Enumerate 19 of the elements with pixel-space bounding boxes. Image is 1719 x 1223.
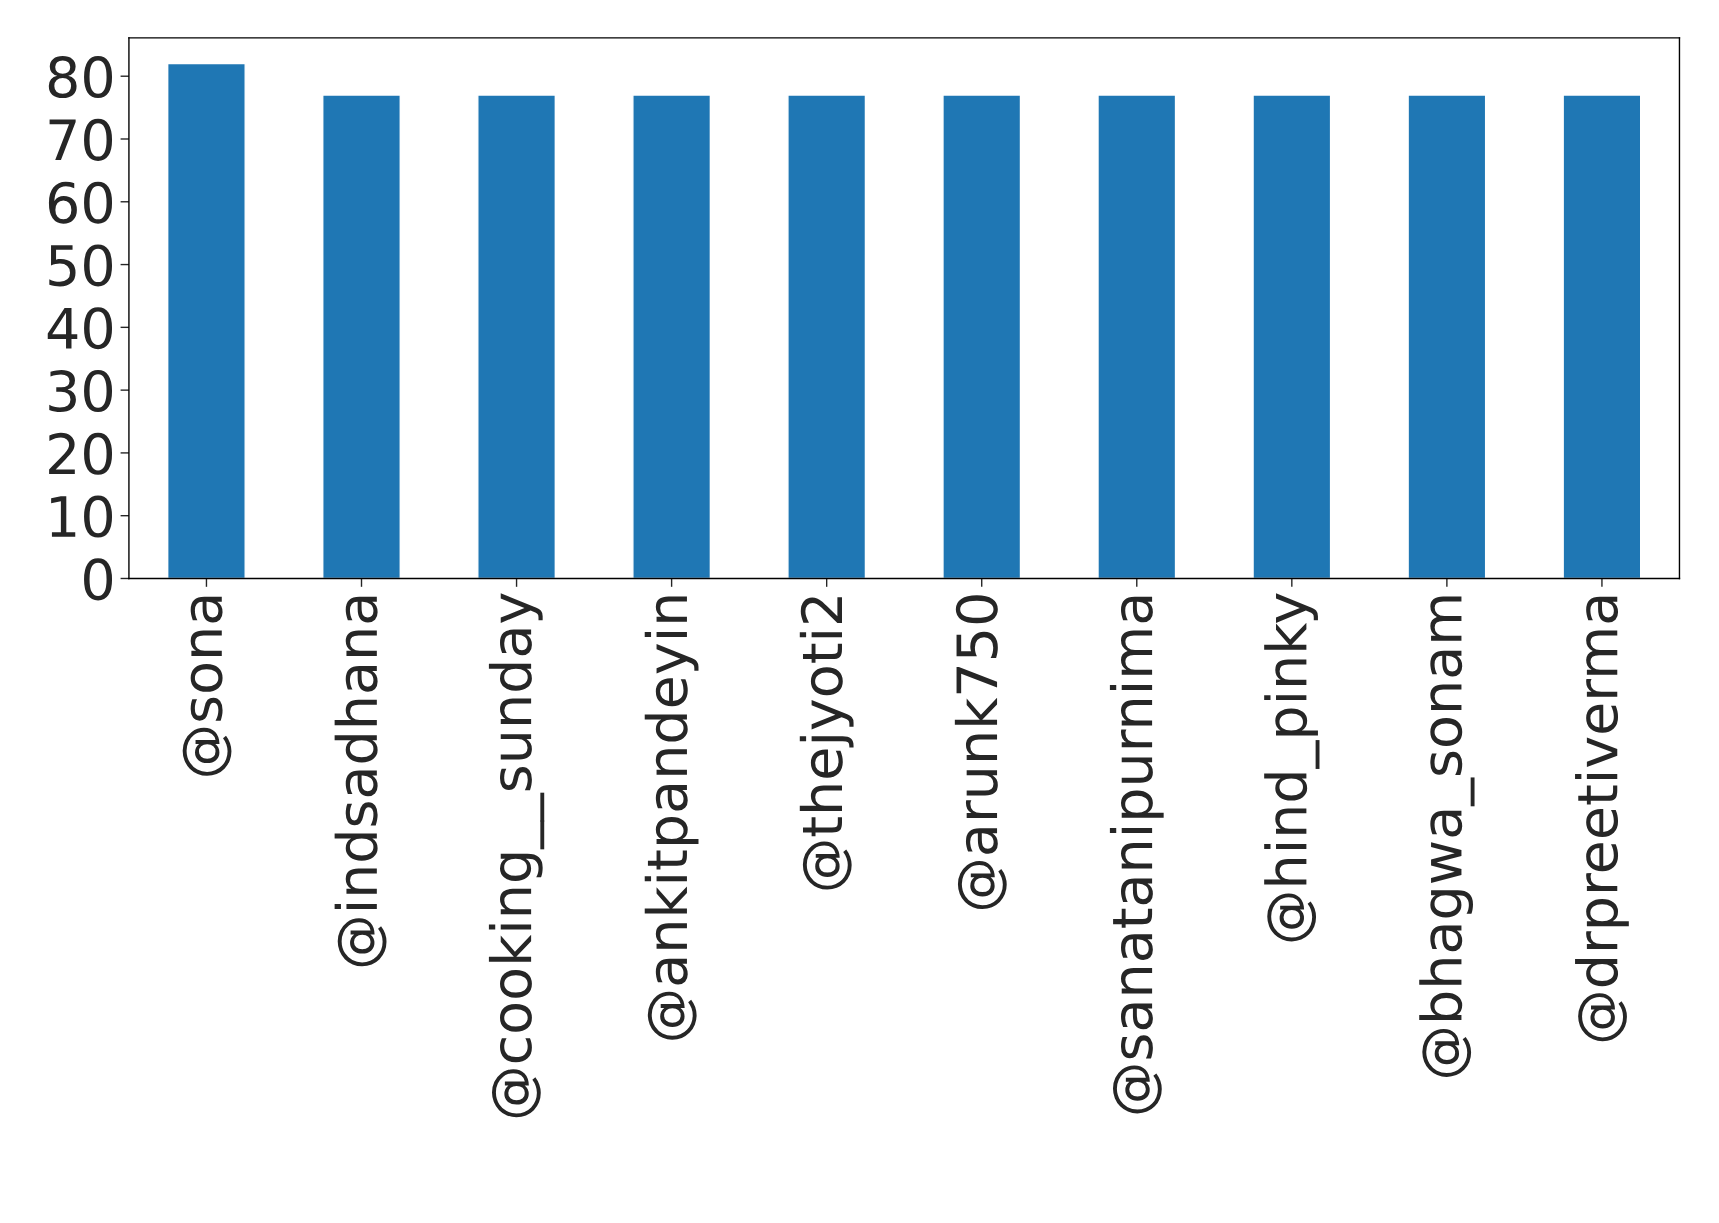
x-tick-label: @indsadhana (334, 596, 387, 967)
y-tick-label: 20 (49, 432, 113, 475)
x-tick-label: @hind_pinky (1264, 593, 1320, 942)
x-tick-label: @arunk750 (954, 595, 1007, 910)
y-tick-label: 80 (48, 56, 113, 99)
x-tick-label: @sona (182, 596, 232, 776)
x-tick-label: @ankitpandeyin (644, 596, 699, 1040)
y-tick-label: 10 (51, 495, 113, 538)
x-tick-label: @drpreetiverma (1575, 596, 1629, 1042)
y-tick-label: 30 (49, 370, 113, 413)
y-tick-label: 60 (48, 181, 113, 224)
x-tick-label: @sanatanipurnima (1109, 596, 1164, 1114)
y-tick-label: 70 (49, 118, 113, 161)
x-tick-label: @thejyoti2 (799, 597, 854, 890)
y-tick-label: 0 (84, 558, 113, 601)
x-tick-label: @cooking__sunday (488, 593, 545, 1118)
x-tick-label: @bhagwa_sonam (1419, 596, 1475, 1077)
y-tick-label: 40 (47, 307, 113, 350)
y-tick-label: 50 (49, 244, 113, 287)
